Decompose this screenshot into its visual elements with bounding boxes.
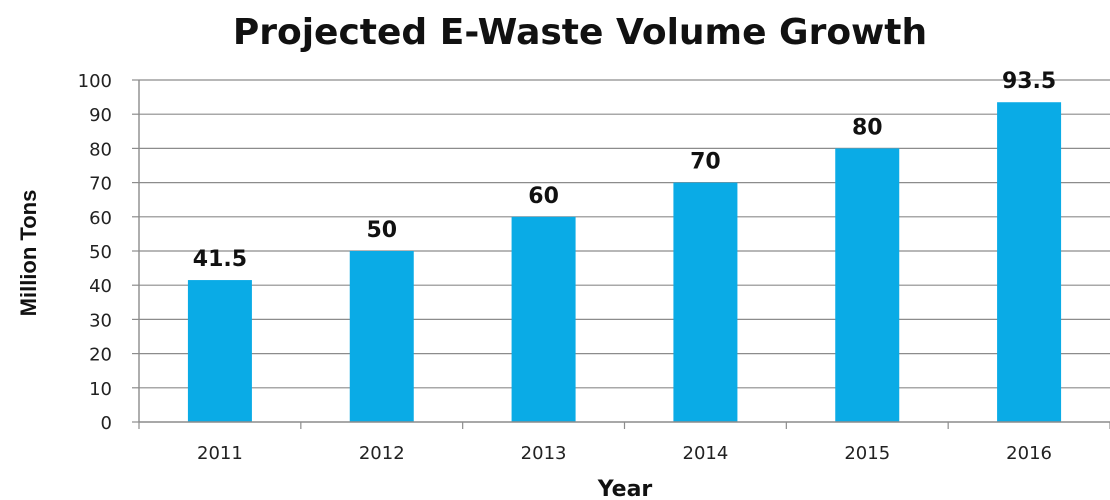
y-tick-label: 0 xyxy=(101,413,112,434)
y-axis-ticks: 0 10 20 30 40 50 60 70 80 90 100 xyxy=(78,71,139,434)
x-tick-label: 2013 xyxy=(521,443,567,464)
y-tick-label: 10 xyxy=(89,379,112,400)
x-axis-ticks: 2011 2012 2013 2014 2015 2016 xyxy=(138,422,1110,464)
data-label-2014: 70 xyxy=(690,150,721,175)
data-label-2013: 60 xyxy=(528,184,559,209)
y-tick-label: 20 xyxy=(89,345,112,366)
x-axis-title: Year xyxy=(597,477,653,500)
bar-2013 xyxy=(511,216,576,422)
y-tick-label: 100 xyxy=(78,71,112,92)
y-tick-label: 30 xyxy=(89,310,112,331)
bar-2011 xyxy=(187,280,252,422)
bars xyxy=(187,102,1062,422)
x-tick-label: 2012 xyxy=(359,443,405,464)
y-tick-label: 70 xyxy=(89,174,112,195)
bar-2014 xyxy=(673,182,738,422)
x-tick-label: 2015 xyxy=(844,443,890,464)
y-tick-label: 40 xyxy=(89,276,112,297)
data-label-2016: 93.5 xyxy=(1002,69,1056,94)
y-tick-label: 60 xyxy=(89,208,112,229)
gridlines xyxy=(139,79,1110,389)
data-labels: 41.5 50 60 70 80 93.5 xyxy=(193,69,1056,272)
y-tick-label: 80 xyxy=(89,139,112,160)
data-label-2012: 50 xyxy=(366,218,397,243)
bar-2016 xyxy=(997,102,1062,422)
y-tick-label: 50 xyxy=(89,242,112,263)
y-tick-label: 90 xyxy=(89,105,112,126)
x-tick-label: 2014 xyxy=(683,443,729,464)
bar-2015 xyxy=(835,148,900,422)
chart-title: Projected E-Waste Volume Growth xyxy=(233,12,927,53)
data-label-2011: 41.5 xyxy=(193,247,247,272)
y-axis-title: Million Tons xyxy=(16,190,41,317)
data-label-2015: 80 xyxy=(852,115,883,140)
bar-2012 xyxy=(349,251,414,422)
x-tick-label: 2016 xyxy=(1006,443,1052,464)
x-tick-label: 2011 xyxy=(197,443,243,464)
